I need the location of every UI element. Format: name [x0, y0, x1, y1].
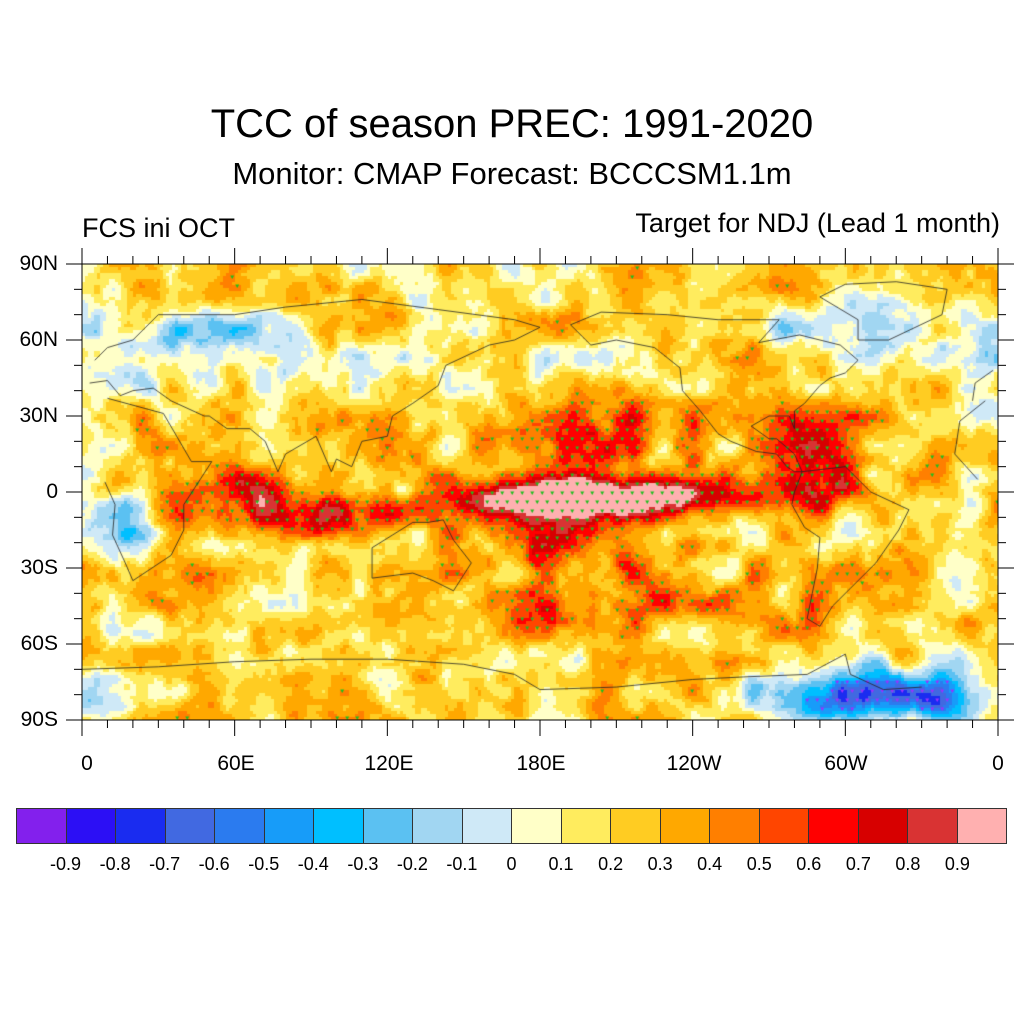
- colorbar-label: -0.4: [297, 854, 329, 874]
- colorbar-swatch: [611, 809, 661, 843]
- colorbar-swatch: [314, 809, 364, 843]
- x-tick-label: 120W: [666, 752, 722, 775]
- colorbar-swatch: [116, 809, 166, 843]
- colorbar-swatch: [462, 809, 512, 843]
- y-tick-label: 30S: [20, 556, 58, 579]
- y-tick-label: 60S: [20, 632, 58, 655]
- x-tick-label: 120E: [364, 752, 414, 775]
- chart-title: TCC of season PREC: 1991-2020: [210, 102, 814, 146]
- correlation-map: [82, 264, 998, 720]
- colorbar-label: 0.4: [697, 854, 723, 874]
- y-tick-label: 90S: [20, 708, 58, 731]
- colorbar-swatch: [363, 809, 413, 843]
- colorbar-label: -0.2: [396, 854, 428, 874]
- y-tick-label: 0: [46, 480, 58, 503]
- colorbar-swatch: [215, 809, 265, 843]
- y-tick-label: 90N: [19, 252, 58, 275]
- colorbar-swatch: [66, 809, 116, 843]
- colorbar-swatch: [165, 809, 215, 843]
- colorbar-swatch: [809, 809, 859, 843]
- colorbar-label: 0.7: [845, 854, 871, 874]
- colorbar-label: -0.9: [50, 854, 82, 874]
- colorbar-label: -0.7: [149, 854, 181, 874]
- colorbar-swatch: [561, 809, 611, 843]
- colorbar-label: -0.8: [99, 854, 131, 874]
- tcc-field-canvas: [82, 264, 998, 720]
- colorbar-label: -0.1: [446, 854, 478, 874]
- colorbar-swatch: [264, 809, 314, 843]
- colorbar-swatch: [759, 809, 809, 843]
- target-label: Target for NDJ (Lead 1 month): [635, 208, 1000, 238]
- colorbar-swatch: [413, 809, 463, 843]
- colorbar-swatch: [858, 809, 908, 843]
- x-tick-label: 180E: [516, 752, 566, 775]
- colorbar-swatch: [660, 809, 710, 843]
- colorbar-label: 0.3: [647, 854, 673, 874]
- colorbar-swatch: [512, 809, 562, 843]
- colorbar-label: 0.9: [944, 854, 970, 874]
- y-tick-label: 30N: [19, 404, 58, 427]
- colorbar-label: 0.2: [598, 854, 624, 874]
- chart-subtitle: Monitor: CMAP Forecast: BCCCSM1.1m: [232, 156, 792, 191]
- colorbar-swatch: [908, 809, 958, 843]
- x-tick-label: 0: [81, 752, 93, 775]
- colorbar-label: 0.1: [548, 854, 574, 874]
- colorbar: [16, 808, 1007, 844]
- colorbar-label: 0: [506, 854, 517, 874]
- colorbar-label: -0.6: [198, 854, 230, 874]
- colorbar-label: -0.5: [248, 854, 280, 874]
- y-tick-label: 60N: [19, 328, 58, 351]
- colorbar-label: 0.8: [895, 854, 921, 874]
- x-tick-label: 60E: [217, 752, 255, 775]
- colorbar-swatch: [17, 809, 67, 843]
- colorbar-label: 0.5: [746, 854, 772, 874]
- colorbar-swatch: [710, 809, 760, 843]
- x-tick-label: 0: [992, 752, 1004, 775]
- x-tick-label: 60W: [824, 752, 868, 775]
- colorbar-label: 0.6: [796, 854, 822, 874]
- colorbar-swatch: [957, 809, 1006, 843]
- initialization-label: FCS ini OCT: [82, 213, 236, 243]
- colorbar-label: -0.3: [347, 854, 379, 874]
